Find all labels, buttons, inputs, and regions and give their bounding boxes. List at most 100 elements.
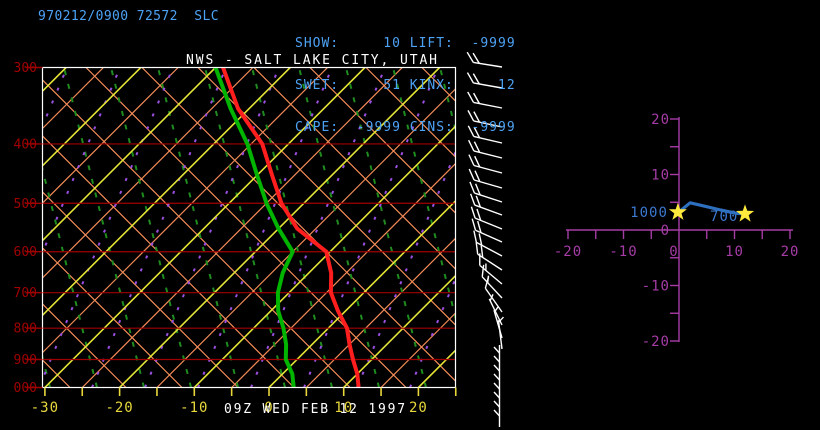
wind-barb-feather [476,208,482,221]
wind-barb-feather [474,155,481,168]
wind-barb-staff [473,135,503,144]
wind-barb-halffeather [489,294,494,302]
wind-barb-staff [473,164,503,174]
hodograph-star-marker [736,204,755,222]
indices-line-cape-cins: CAPE: -9999 CINS: -9999 [295,120,516,135]
wind-barb-feather [467,125,475,137]
wind-barb-feather [473,141,481,153]
temperature-axis: -30 -20 -10 0 10 20 [31,387,457,416]
wind-barb-feather [468,168,475,181]
skewt-frame [41,66,457,389]
pressure-label: 900 [14,353,37,368]
hodograph-x-label: 0 [669,244,678,260]
pressure-label: 700 [14,286,37,301]
wind-barb-staff [484,287,503,313]
wind-barb-feather [466,51,474,63]
wind-barb-feather [474,170,481,182]
temperature-curve [221,67,361,388]
hodograph-y-label: 20 [651,112,670,128]
indices-line-swet-kinx: SWET: 51 KINX: 12 [295,78,516,93]
wind-barb-feather [472,73,480,85]
wind-barb-staff [473,150,503,159]
wind-barb-halffeather [498,316,504,323]
temp-label: 10 [334,400,353,416]
wind-barb-staff [473,61,503,68]
valid-time-label: 09Z WED FEB 12 1997 [224,402,407,417]
wind-barb-feather [467,139,475,152]
temp-label: -30 [31,400,59,416]
wind-barb-staff [474,204,503,216]
temp-label: 0 [264,400,273,416]
wind-barb-feather [467,91,475,103]
wind-barb-feather [469,181,476,194]
wind-barb-feather [473,230,478,243]
pressure-label: 300 [14,61,37,76]
wind-barb-feather [475,195,482,208]
wind-barb-staff [481,276,503,299]
pressure-axis: 300 400 500 600 700 800 900 000 [14,61,43,396]
wind-barb-feather [472,92,481,104]
pressure-label: 000 [14,381,37,396]
skewt-grid [42,67,456,388]
wind-barb-feather [484,276,490,289]
wind-barb-column [466,51,504,427]
wind-barb-staff [497,320,503,350]
wind-barb-feather [466,72,475,84]
wind-barb-feather [473,126,481,139]
surface-wind-tick [493,373,501,381]
pressure-label: 400 [14,137,37,152]
wind-barb-feather [471,218,477,231]
surface-wind-tick [493,391,501,399]
wind-barb-feather [478,233,483,246]
hodograph-trace [676,201,745,216]
wind-barb-staff [477,253,503,271]
dewpoint-curve [213,67,296,388]
wind-barb-feather [475,242,479,255]
wind-barb-feather [472,52,480,64]
pressure-label: 600 [14,245,37,260]
wind-barb-halffeather [493,305,500,313]
wind-barb-staff [473,101,503,109]
temp-label: -20 [105,400,133,416]
chart-title: NWS - SALT LAKE CITY, UTAH [186,53,439,68]
wind-barb-feather [480,245,484,258]
wind-barb-staff [474,217,503,230]
temp-label: -10 [180,400,208,416]
station-id-line: 970212/0900 72572 SLC [38,9,219,24]
wind-barb-feather [470,206,476,219]
wind-barb-staff [476,241,503,257]
wind-barb-feather [474,183,481,196]
surface-wind-tick [493,400,501,408]
hodograph-y-label: -10 [642,279,670,295]
wind-barb-feather [473,111,481,123]
pressure-label: 800 [14,322,37,337]
surface-wind-tick [493,382,501,390]
hodograph-x-label: 10 [725,244,744,260]
surface-wind-tick [493,346,501,354]
hodograph-x-label: -10 [609,244,637,260]
hodograph-y-label: 0 [661,223,670,239]
wind-barb-staff [473,82,503,89]
stability-indices-block: SHOW: 10 LIFT: -9999 SWET: 51 KINX: 12 C… [295,9,516,163]
wind-barb-feather [469,193,476,206]
wind-barb-feather [468,154,475,166]
hodograph-x-label: -20 [554,244,582,260]
surface-wind-tick [493,409,501,417]
hodograph-y-label: -20 [642,334,670,350]
surface-wind-tick [493,364,501,372]
wind-barb-feather [481,264,485,277]
wind-barb-staff [475,229,503,243]
wind-barb-staff [473,179,503,189]
surface-wind-tick [493,355,501,363]
wind-barb-feather [467,110,475,122]
hodograph-x-label: 20 [781,244,800,260]
temp-label: 20 [409,400,428,416]
hodograph-marker-label-1000: 1000 [630,205,668,221]
wind-barb-staff [473,120,503,128]
hodograph-star-marker [668,202,687,220]
wind-barb-staff [474,192,503,203]
pressure-label: 500 [14,197,37,212]
